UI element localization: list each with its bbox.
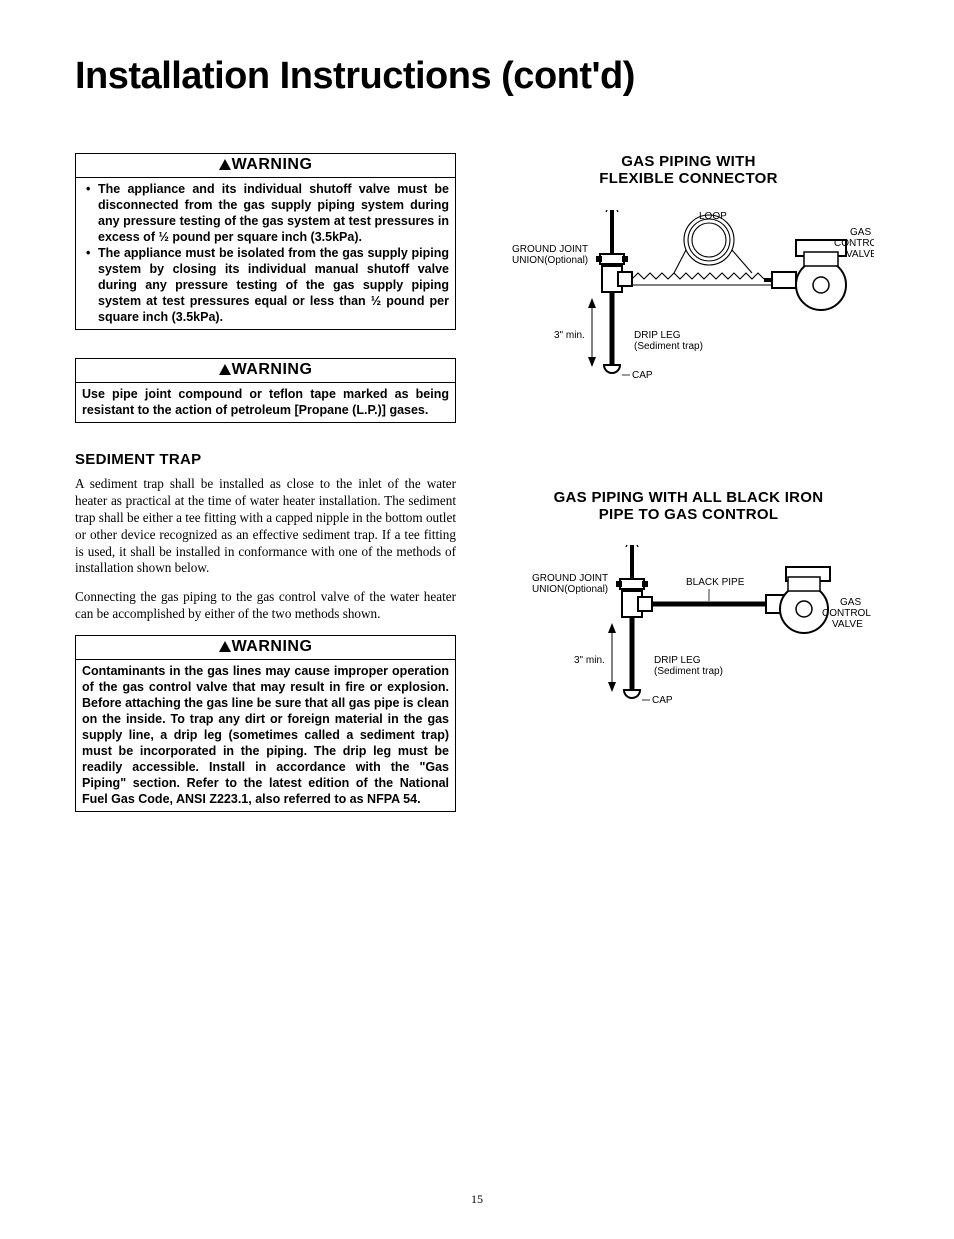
label-black-pipe: BLACK PIPE [686,577,745,588]
warning-header: WARNING [76,359,455,383]
warning-triangle-icon [219,641,231,652]
left-column: WARNING The appliance and its individual… [75,153,456,840]
diagram-1-heading: GAS PIPING WITH FLEXIBLE CONNECTOR [498,153,879,188]
warning-triangle-icon [219,364,231,375]
label-drip-l2: (Sediment trap) [654,666,723,677]
label-gas-l1: GAS [840,597,861,608]
warning-1-item-2: The appliance must be isolated from the … [90,245,449,325]
warning-header: WARNING [76,636,455,660]
warning-1-item-1: The appliance and its individual shutoff… [90,181,449,245]
sediment-p1: A sediment trap shall be installed as cl… [75,476,456,577]
label-drip-l1: DRIP LEG [654,655,701,666]
label-cap: CAP [632,370,653,381]
warning-label: WARNING [232,638,313,655]
warning-header: WARNING [76,154,455,178]
warning-label: WARNING [232,361,313,378]
warning-body: The appliance and its individual shutoff… [76,178,455,329]
diagram-1-heading-line1: GAS PIPING WITH [621,153,756,170]
label-gas-l2: CONTROL [834,238,874,249]
label-gas-l3: VALVE [846,249,874,260]
sediment-heading: SEDIMENT TRAP [75,451,456,468]
label-ground-joint-l1: GROUND JOINT [532,573,608,584]
page-title: Installation Instructions (cont'd) [75,55,879,98]
content-columns: WARNING The appliance and its individual… [75,153,879,840]
page: Installation Instructions (cont'd) WARNI… [0,0,954,1239]
diagram-2-heading-line1: GAS PIPING WITH ALL BLACK IRON [554,489,824,506]
label-ground-joint-l2: UNION(Optional) [532,584,608,595]
diagram-2: GROUND JOINT UNION(Optional) BLACK PIPE … [498,545,879,750]
diagram-1: LOOP GROUND JOINT UNION(Optional) GAS CO… [498,210,879,425]
page-number: 15 [0,1192,954,1207]
warning-label: WARNING [232,156,313,173]
label-3min: 3" min. [554,330,585,341]
label-ground-joint-l2: UNION(Optional) [512,255,588,266]
warning-box-3: WARNING Contaminants in the gas lines ma… [75,635,456,812]
label-gas-l3: VALVE [832,619,863,630]
label-gas-l1: GAS [850,227,871,238]
warning-body: Use pipe joint compound or teflon tape m… [76,383,455,422]
label-drip-l1: DRIP LEG [634,330,681,341]
label-gas-l2: CONTROL [822,608,871,619]
label-3min: 3" min. [574,655,605,666]
label-drip-l2: (Sediment trap) [634,341,703,352]
warning-triangle-icon [219,159,231,170]
right-column: GAS PIPING WITH FLEXIBLE CONNECTOR [498,153,879,840]
label-cap: CAP [652,695,673,706]
label-ground-joint-l1: GROUND JOINT [512,244,588,255]
label-loop: LOOP [699,211,727,222]
warning-body: Contaminants in the gas lines may cause … [76,660,455,811]
warning-box-2: WARNING Use pipe joint compound or teflo… [75,358,456,423]
sediment-p2: Connecting the gas piping to the gas con… [75,589,456,623]
diagram-1-heading-line2: FLEXIBLE CONNECTOR [599,170,777,187]
diagram-2-heading: GAS PIPING WITH ALL BLACK IRON PIPE TO G… [498,489,879,524]
diagram-2-heading-line2: PIPE TO GAS CONTROL [599,506,779,523]
warning-box-1: WARNING The appliance and its individual… [75,153,456,330]
